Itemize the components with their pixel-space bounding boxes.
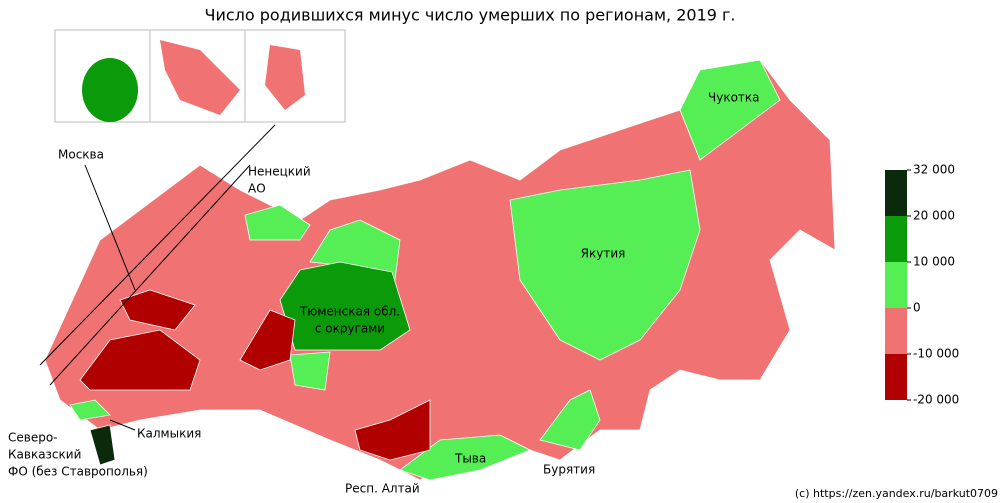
title: Число родившихся минус число умерших по … xyxy=(204,6,735,25)
region-label: Калмыкия xyxy=(137,427,201,441)
region xyxy=(79,329,201,391)
region-label: АО xyxy=(248,182,266,196)
region-label: Москва xyxy=(58,148,104,162)
inset-shape xyxy=(160,40,240,115)
region xyxy=(354,399,431,461)
region xyxy=(69,399,111,421)
legend-label: -10 000 xyxy=(913,347,959,361)
region-label: Бурятия xyxy=(543,463,595,477)
labels: Москва Ненецкий АО Чукотка Якутия Тюменская о… xyxy=(8,91,760,496)
regions xyxy=(44,59,836,481)
legend-label: 32 000 xyxy=(913,163,955,177)
inset-shape xyxy=(265,45,305,110)
legend-label: 0 xyxy=(913,301,921,315)
region-label: Кавказский xyxy=(8,448,81,462)
legend-label: 20 000 xyxy=(913,209,955,223)
region-label: с округами xyxy=(315,322,385,336)
region xyxy=(119,289,196,331)
region-label: Якутия xyxy=(581,247,626,261)
region xyxy=(44,59,836,481)
legend-label: -20 000 xyxy=(913,393,959,407)
region xyxy=(89,424,116,466)
region-label: Северо- xyxy=(8,431,58,445)
credit: (c) https://zen.yandex.ru/barkut0709 xyxy=(795,487,998,500)
region-label: Ненецкий xyxy=(248,165,311,179)
region xyxy=(239,309,296,371)
region-label: Тыва xyxy=(454,452,486,466)
region xyxy=(279,261,411,351)
leader xyxy=(109,419,136,431)
region-label: Чукотка xyxy=(708,91,760,105)
region xyxy=(509,169,701,361)
region xyxy=(289,351,331,391)
legend-band xyxy=(885,216,907,262)
legend-band xyxy=(885,354,907,400)
legend-band xyxy=(885,262,907,308)
leader xyxy=(84,164,136,291)
region xyxy=(244,204,311,241)
region xyxy=(679,59,781,161)
inset-shape xyxy=(82,58,138,122)
leader xyxy=(39,124,276,366)
legend: 32 000 20 000 10 000 0 -10 000 -20 000 xyxy=(885,163,959,407)
region xyxy=(539,389,601,451)
leader xyxy=(49,164,251,386)
legend-band xyxy=(885,308,907,354)
region-label: ФО (без Ставрополья) xyxy=(8,465,148,479)
legend-band xyxy=(885,170,907,216)
region xyxy=(399,434,531,481)
region-label: Тюменская обл. xyxy=(299,305,400,319)
insets xyxy=(39,29,346,431)
legend-label: 10 000 xyxy=(913,255,955,269)
region-label: Респ. Алтай xyxy=(345,482,420,496)
